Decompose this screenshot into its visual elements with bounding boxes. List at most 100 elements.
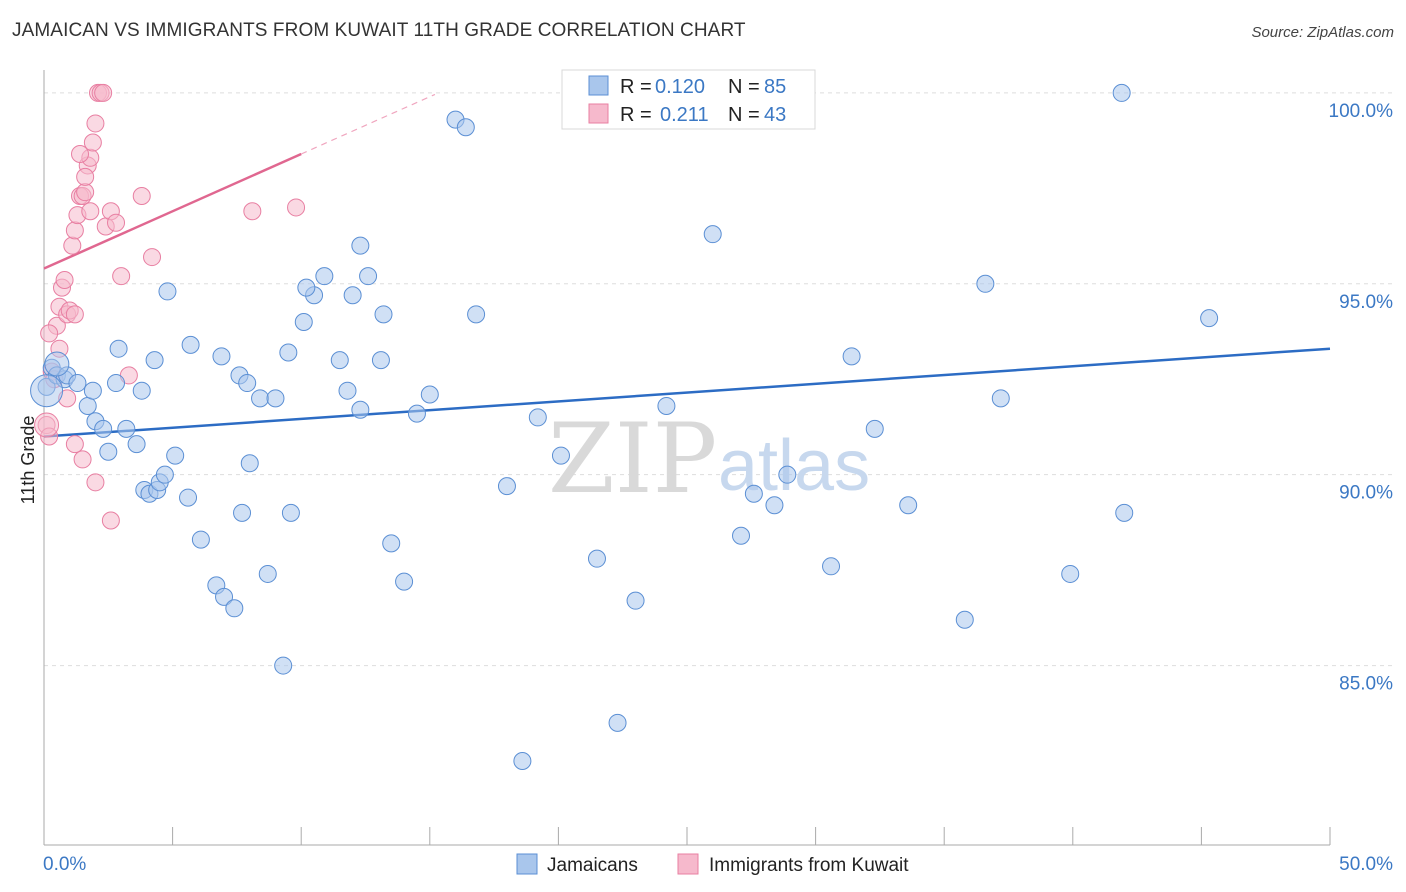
jamaicans-point-12 bbox=[117, 419, 136, 438]
jamaicans-point-57 bbox=[109, 339, 128, 358]
jamaicans-point-20 bbox=[179, 488, 198, 507]
jamaicans-point-63 bbox=[551, 446, 570, 465]
jamaicans-point-10 bbox=[99, 442, 118, 461]
jamaicans-points bbox=[30, 83, 1219, 771]
jamaicans-point-62 bbox=[528, 408, 547, 427]
jamaicans-point-51 bbox=[212, 347, 231, 366]
jamaicans-point-55 bbox=[145, 351, 164, 370]
jamaicans-point-46 bbox=[374, 305, 393, 324]
jamaicans-point-71 bbox=[765, 496, 784, 515]
legend-r-value-2: 0.211 bbox=[660, 104, 709, 126]
jamaicans-cluster-large-1 bbox=[30, 374, 64, 408]
correlation-legend: R = 0.120 N = 85 R = 0.211 N = 43 bbox=[561, 69, 816, 130]
jamaicans-point-67 bbox=[657, 396, 676, 415]
series-legend: Jamaicans Immigrants from Kuwait bbox=[516, 853, 909, 876]
jamaicans-point-78 bbox=[991, 389, 1010, 408]
legend-r-label-1: R = bbox=[620, 76, 652, 98]
jamaicans-trend-line bbox=[43, 347, 1331, 438]
jamaicans-point-5 bbox=[68, 374, 87, 393]
jamaicans-point-66 bbox=[626, 591, 645, 610]
kuwait-point-35 bbox=[101, 511, 120, 530]
kuwait-point-19 bbox=[86, 114, 105, 133]
jamaicans-point-52 bbox=[238, 374, 257, 393]
jamaicans-point-40 bbox=[420, 385, 439, 404]
jamaicans-point-39 bbox=[407, 404, 426, 423]
y-tick-label-0: 100.0% bbox=[1329, 101, 1394, 122]
axes bbox=[43, 70, 1331, 846]
jamaicans-point-82 bbox=[1061, 564, 1080, 583]
kuwait-point-37 bbox=[132, 186, 151, 205]
kuwait-point-30 bbox=[65, 305, 84, 324]
zipatlas-watermark: ZIP atlas bbox=[548, 403, 870, 515]
y-tick-label-3: 85.0% bbox=[1339, 674, 1393, 695]
jamaicans-point-29 bbox=[281, 503, 300, 522]
jamaicans-point-84 bbox=[976, 274, 995, 293]
jamaicans-point-64 bbox=[587, 549, 606, 568]
jamaicans-point-11 bbox=[107, 374, 126, 393]
kuwait-point-24 bbox=[76, 167, 95, 186]
kuwait-point-23 bbox=[71, 144, 90, 163]
kuwait-point-10 bbox=[63, 236, 82, 255]
kuwait-point-22 bbox=[94, 83, 113, 102]
jamaicans-point-6 bbox=[78, 396, 97, 415]
kuwait-point-28 bbox=[107, 213, 126, 232]
jamaicans-point-54 bbox=[279, 343, 298, 362]
jamaicans-point-44 bbox=[359, 267, 378, 286]
kuwait-point-15 bbox=[76, 183, 95, 202]
legend-n-value-2: 43 bbox=[764, 104, 786, 126]
jamaicans-point-68 bbox=[703, 225, 722, 244]
jamaicans-point-38 bbox=[395, 572, 414, 591]
jamaicans-point-25 bbox=[233, 503, 252, 522]
x-tick-label-max: 50.0% bbox=[1339, 854, 1393, 875]
jamaicans-point-70 bbox=[744, 484, 763, 503]
jamaicans-point-59 bbox=[158, 282, 177, 301]
kuwait-point-38 bbox=[143, 248, 162, 267]
watermark-zip: ZIP bbox=[548, 403, 717, 515]
jamaicans-point-37 bbox=[382, 534, 401, 553]
jamaicans-point-79 bbox=[1115, 503, 1134, 522]
jamaicans-point-81 bbox=[1112, 83, 1131, 102]
jamaicans-trend bbox=[43, 347, 1331, 438]
kuwait-trend-extension bbox=[300, 93, 436, 155]
y-tick-label-1: 95.0% bbox=[1339, 292, 1393, 313]
jamaicans-point-69 bbox=[732, 526, 751, 545]
jamaicans-point-34 bbox=[338, 381, 357, 400]
y-tick-label-2: 90.0% bbox=[1339, 483, 1393, 504]
legend-n-label-2: N = bbox=[728, 104, 760, 126]
jamaicans-point-60 bbox=[497, 477, 516, 496]
chart-title: JAMAICAN VS IMMIGRANTS FROM KUWAIT 11TH … bbox=[12, 20, 746, 41]
kuwait-point-32 bbox=[65, 435, 84, 454]
kuwait-point-33 bbox=[73, 450, 92, 469]
jamaicans-point-26 bbox=[240, 454, 259, 473]
legend-r-value-1: 0.120 bbox=[655, 76, 705, 98]
legend-swatch-jamaicans bbox=[588, 75, 609, 96]
jamaicans-point-24 bbox=[225, 599, 244, 618]
jamaicans-point-36 bbox=[371, 351, 390, 370]
kuwait-point-11 bbox=[65, 221, 84, 240]
jamaicans-point-21 bbox=[191, 530, 210, 549]
kuwait-point-40 bbox=[287, 198, 306, 217]
jamaicans-point-33 bbox=[330, 351, 349, 370]
jamaicans-point-47 bbox=[343, 286, 362, 305]
jamaicans-point-18 bbox=[155, 465, 174, 484]
kuwait-point-7 bbox=[55, 270, 74, 289]
legend-n-value-1: 85 bbox=[764, 76, 786, 98]
jamaicans-point-76 bbox=[899, 496, 918, 515]
bottom-legend-jamaicans: Jamaicans bbox=[547, 855, 638, 876]
jamaicans-point-72 bbox=[778, 465, 797, 484]
kuwait-cluster-large-1 bbox=[34, 412, 60, 438]
kuwait-point-29 bbox=[112, 267, 131, 286]
kuwait-points bbox=[34, 83, 306, 530]
kuwait-point-18 bbox=[83, 133, 102, 152]
jamaicans-point-45 bbox=[351, 236, 370, 255]
x-tick-label-min: 0.0% bbox=[43, 854, 86, 875]
kuwait-trend bbox=[43, 93, 436, 270]
y-tick-labels: 100.0% 95.0% 90.0% 85.0% bbox=[1329, 101, 1394, 695]
jamaicans-point-58 bbox=[132, 381, 151, 400]
jamaicans-point-65 bbox=[608, 713, 627, 732]
jamaicans-point-7 bbox=[83, 381, 102, 400]
kuwait-point-34 bbox=[86, 473, 105, 492]
kuwait-point-39 bbox=[243, 202, 262, 221]
bottom-legend-kuwait: Immigrants from Kuwait bbox=[709, 855, 909, 876]
